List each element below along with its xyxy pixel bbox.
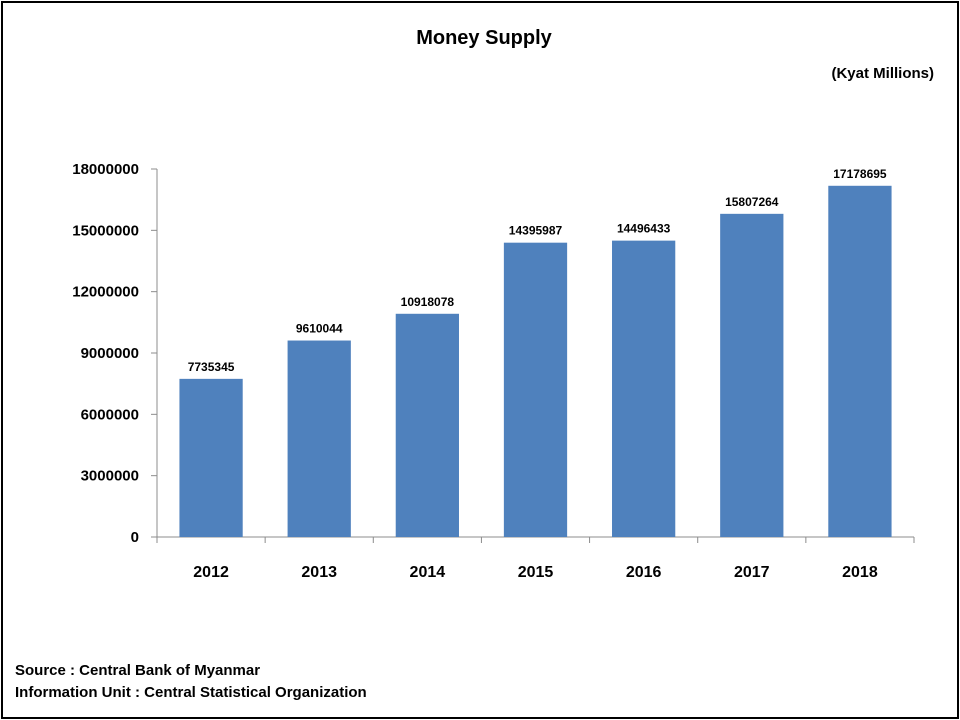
x-tick-label: 2015 bbox=[518, 564, 554, 581]
chart-title: Money Supply bbox=[416, 27, 552, 49]
bar bbox=[503, 242, 568, 537]
data-label: 7735345 bbox=[188, 360, 235, 374]
x-tick-label: 2012 bbox=[193, 564, 229, 581]
data-label: 14395987 bbox=[509, 224, 563, 238]
data-label: 17178695 bbox=[833, 167, 887, 181]
plot-area: 0 3000000 6000000 9000000 12000000 15000000 18… bbox=[72, 161, 915, 581]
x-tick-label: 2016 bbox=[626, 564, 662, 581]
data-label: 15807264 bbox=[725, 195, 779, 209]
x-tick-label: 2018 bbox=[842, 564, 878, 581]
y-tick-label: 3000000 bbox=[81, 468, 139, 485]
bar bbox=[720, 213, 784, 537]
y-tick-label: 0 bbox=[131, 529, 139, 546]
x-tick-label: 2014 bbox=[410, 564, 446, 581]
y-tick-label: 15000000 bbox=[72, 222, 139, 239]
bar bbox=[612, 240, 676, 537]
x-tick-label: 2013 bbox=[301, 564, 337, 581]
data-label: 9610044 bbox=[296, 322, 343, 336]
bar bbox=[828, 185, 892, 537]
bar bbox=[395, 313, 459, 537]
chart-canvas: Money Supply (Kyat Millions) 0 3000000 600… bbox=[72, 27, 934, 581]
data-label: 14496433 bbox=[617, 222, 671, 236]
y-tick-label: 6000000 bbox=[81, 406, 139, 423]
bar bbox=[287, 340, 351, 537]
y-tick-label: 18000000 bbox=[72, 161, 139, 178]
unit-label: (Kyat Millions) bbox=[831, 65, 934, 82]
y-tick-label: 9000000 bbox=[81, 345, 139, 362]
data-label: 10918078 bbox=[401, 295, 455, 309]
y-tick-label: 12000000 bbox=[72, 284, 139, 301]
info-note: Information Unit : Central Statistical O… bbox=[15, 684, 367, 701]
source-note: Source : Central Bank of Myanmar bbox=[15, 662, 261, 679]
bar bbox=[179, 378, 243, 537]
x-tick-label: 2017 bbox=[734, 564, 770, 581]
